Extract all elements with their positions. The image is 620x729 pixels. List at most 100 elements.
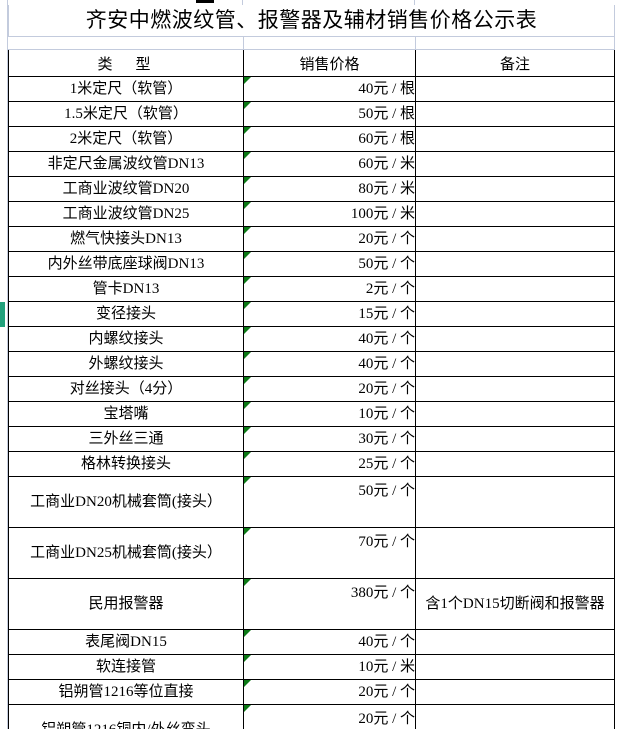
cell-type[interactable]: 民用报警器 [8, 578, 244, 630]
table-row[interactable]: 管卡DN13 2元 / 个 [8, 276, 616, 302]
cell-price[interactable]: 20元 / 个 [243, 226, 416, 252]
cell-remark[interactable] [414, 527, 616, 579]
cell-type[interactable]: 宝塔嘴 [8, 401, 244, 427]
cell-price[interactable]: 40元 / 个 [243, 629, 416, 655]
cell-remark[interactable] [414, 101, 616, 127]
cell-type[interactable]: 非定尺金属波纹管DN13 [8, 151, 244, 177]
cell-remark[interactable] [414, 251, 616, 277]
cell-price[interactable]: 30元 / 个 [243, 426, 416, 452]
cell-price[interactable]: 40元 / 个 [243, 326, 416, 352]
table-row[interactable]: 1米定尺（软管） 40元 / 根 [8, 76, 616, 102]
cell-type[interactable]: 内外丝带底座球阀DN13 [8, 251, 244, 277]
table-row[interactable]: 软连接管 10元 / 米 [8, 654, 616, 680]
cell-type[interactable]: 管卡DN13 [8, 276, 244, 302]
cell-remark[interactable] [414, 201, 616, 227]
table-row[interactable]: 铝朔管1216铜内/外丝弯头 20元 / 个 [8, 704, 616, 729]
table-row[interactable]: 工商业DN20机械套筒(接头） 50元 / 个 [8, 476, 616, 528]
table-row[interactable]: 变径接头 15元 / 个 [8, 301, 616, 327]
comment-triangle-icon [244, 655, 251, 662]
cell-remark[interactable] [414, 704, 616, 729]
cell-price[interactable]: 380元 / 个 [243, 578, 416, 630]
cell-price[interactable]: 40元 / 根 [243, 76, 416, 102]
cell-remark[interactable] [414, 126, 616, 152]
cell-type[interactable]: 工商业DN20机械套筒(接头） [8, 476, 244, 528]
cell-type[interactable]: 铝朔管1216等位直接 [8, 679, 244, 705]
table-row[interactable]: 宝塔嘴 10元 / 个 [8, 401, 616, 427]
cell-remark[interactable] [414, 326, 616, 352]
cell-price[interactable]: 40元 / 个 [243, 351, 416, 377]
cell-price[interactable]: 20元 / 个 [243, 679, 416, 705]
table-row[interactable]: 对丝接头（4分） 20元 / 个 [8, 376, 616, 402]
cell-price[interactable]: 10元 / 个 [243, 401, 416, 427]
cell-price[interactable]: 10元 / 米 [243, 654, 416, 680]
cell-price[interactable]: 60元 / 米 [243, 151, 416, 177]
price-value: 40元 / 根 [358, 81, 415, 97]
cell-remark[interactable] [414, 176, 616, 202]
cell-price[interactable]: 50元 / 个 [243, 476, 416, 528]
cell-type[interactable]: 燃气快接头DN13 [8, 226, 244, 252]
cell-price[interactable]: 70元 / 个 [243, 527, 416, 579]
price-value: 10元 / 米 [358, 659, 415, 675]
cell-remark[interactable] [414, 376, 616, 402]
cell-remark[interactable] [414, 654, 616, 680]
table-row[interactable]: 格林转换接头 25元 / 个 [8, 451, 616, 477]
column-header-remark: 备注 [414, 49, 616, 77]
cell-remark[interactable] [414, 351, 616, 377]
cell-price[interactable]: 60元 / 根 [243, 126, 416, 152]
cell-price[interactable]: 20元 / 个 [243, 376, 416, 402]
cell-remark[interactable] [414, 679, 616, 705]
spacer-cell-remark [414, 36, 616, 50]
cell-type[interactable]: 表尾阀DN15 [8, 629, 244, 655]
cell-type[interactable]: 对丝接头（4分） [8, 376, 244, 402]
cell-type[interactable]: 工商业波纹管DN20 [8, 176, 244, 202]
cell-price[interactable]: 50元 / 根 [243, 101, 416, 127]
cell-remark[interactable] [414, 451, 616, 477]
table-row[interactable]: 内外丝带底座球阀DN13 50元 / 个 [8, 251, 616, 277]
cell-type[interactable]: 软连接管 [8, 654, 244, 680]
table-row[interactable]: 工商业DN25机械套筒(接头） 70元 / 个 [8, 527, 616, 579]
cell-remark[interactable] [414, 629, 616, 655]
cell-type[interactable]: 内螺纹接头 [8, 326, 244, 352]
cell-price[interactable]: 25元 / 个 [243, 451, 416, 477]
table-row[interactable]: 外螺纹接头 40元 / 个 [8, 351, 616, 377]
price-value: 70元 / 个 [358, 534, 415, 550]
table-row[interactable]: 2米定尺（软管） 60元 / 根 [8, 126, 616, 152]
column-header-type: 类 型 [8, 49, 244, 77]
table-row[interactable]: 非定尺金属波纹管DN13 60元 / 米 [8, 151, 616, 177]
cell-remark[interactable] [414, 401, 616, 427]
table-row[interactable]: 内螺纹接头 40元 / 个 [8, 326, 616, 352]
cell-type[interactable]: 工商业波纹管DN25 [8, 201, 244, 227]
cell-remark[interactable] [414, 476, 616, 528]
cell-remark[interactable] [414, 76, 616, 102]
cell-type[interactable]: 铝朔管1216铜内/外丝弯头 [8, 704, 244, 729]
table-row[interactable]: 三外丝三通 30元 / 个 [8, 426, 616, 452]
table-row[interactable]: 工商业波纹管DN20 80元 / 米 [8, 176, 616, 202]
cell-remark[interactable] [414, 151, 616, 177]
cell-remark[interactable] [414, 226, 616, 252]
cell-type[interactable]: 2米定尺（软管） [8, 126, 244, 152]
cell-remark[interactable] [414, 426, 616, 452]
cell-remark[interactable] [414, 301, 616, 327]
cell-price[interactable]: 50元 / 个 [243, 251, 416, 277]
cell-type[interactable]: 1米定尺（软管） [8, 76, 244, 102]
table-row[interactable]: 铝朔管1216等位直接 20元 / 个 [8, 679, 616, 705]
table-row[interactable]: 1.5米定尺（软管） 50元 / 根 [8, 101, 616, 127]
table-row[interactable]: 工商业波纹管DN25 100元 / 米 [8, 201, 616, 227]
cell-type[interactable]: 变径接头 [8, 301, 244, 327]
cell-type[interactable]: 三外丝三通 [8, 426, 244, 452]
cell-price[interactable]: 2元 / 个 [243, 276, 416, 302]
table-row[interactable]: 表尾阀DN15 40元 / 个 [8, 629, 616, 655]
cell-type[interactable]: 格林转换接头 [8, 451, 244, 477]
table-row[interactable]: 民用报警器 380元 / 个含1个DN15切断阀和报警器 [8, 578, 616, 630]
cell-price[interactable]: 80元 / 米 [243, 176, 416, 202]
cell-type[interactable]: 1.5米定尺（软管） [8, 101, 244, 127]
cell-remark[interactable] [414, 276, 616, 302]
cell-type[interactable]: 工商业DN25机械套筒(接头） [8, 527, 244, 579]
cell-remark[interactable]: 含1个DN15切断阀和报警器 [414, 578, 616, 630]
table-row[interactable]: 燃气快接头DN13 20元 / 个 [8, 226, 616, 252]
cell-price[interactable]: 20元 / 个 [243, 704, 416, 729]
cell-type[interactable]: 外螺纹接头 [8, 351, 244, 377]
cell-price[interactable]: 15元 / 个 [243, 301, 416, 327]
cell-price[interactable]: 100元 / 米 [243, 201, 416, 227]
clipped-price-cell [243, 0, 415, 5]
